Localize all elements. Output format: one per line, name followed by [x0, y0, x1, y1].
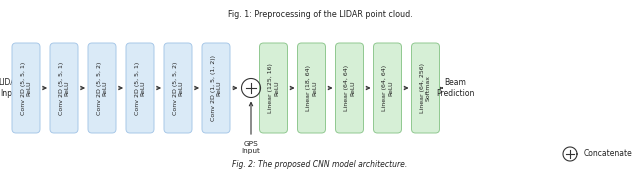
Text: Linear (64, 64)
ReLU: Linear (64, 64) ReLU: [382, 65, 393, 111]
Text: Linear (64, 256)
Softmax: Linear (64, 256) Softmax: [420, 63, 431, 113]
FancyBboxPatch shape: [412, 43, 440, 133]
FancyBboxPatch shape: [335, 43, 364, 133]
FancyBboxPatch shape: [259, 43, 287, 133]
FancyBboxPatch shape: [126, 43, 154, 133]
Text: Conv 2D (5, 5, 2)
ReLU: Conv 2D (5, 5, 2) ReLU: [173, 61, 184, 115]
Text: Fig. 2: The proposed CNN model architecture.: Fig. 2: The proposed CNN model architect…: [232, 160, 408, 169]
Text: Conv 2D (5, 5, 1)
ReLU: Conv 2D (5, 5, 1) ReLU: [58, 61, 70, 115]
Text: Conv 2D (5, 5, 1)
ReLU: Conv 2D (5, 5, 1) ReLU: [20, 61, 31, 115]
Text: Linear (125, 16)
ReLU: Linear (125, 16) ReLU: [268, 63, 279, 113]
FancyBboxPatch shape: [12, 43, 40, 133]
FancyBboxPatch shape: [374, 43, 401, 133]
FancyBboxPatch shape: [202, 43, 230, 133]
FancyBboxPatch shape: [164, 43, 192, 133]
Text: Conv 2D (1, 5, (1, 2))
ReLU: Conv 2D (1, 5, (1, 2)) ReLU: [211, 55, 221, 121]
Text: Conv 2D (5, 5, 1)
ReLU: Conv 2D (5, 5, 1) ReLU: [134, 61, 145, 115]
Text: LIDAR
Input: LIDAR Input: [0, 78, 21, 98]
Text: Beam
Prediction: Beam Prediction: [436, 78, 475, 98]
Text: Fig. 1: Preprocessing of the LIDAR point cloud.: Fig. 1: Preprocessing of the LIDAR point…: [228, 10, 412, 19]
FancyBboxPatch shape: [50, 43, 78, 133]
Text: Conv 2D (5, 5, 2)
ReLU: Conv 2D (5, 5, 2) ReLU: [97, 61, 108, 115]
Text: GPS
Input: GPS Input: [241, 141, 260, 154]
Text: Concatenate: Concatenate: [584, 149, 633, 159]
FancyBboxPatch shape: [88, 43, 116, 133]
Text: Linear (18, 64)
ReLU: Linear (18, 64) ReLU: [306, 65, 317, 111]
Text: Linear (64, 64)
ReLU: Linear (64, 64) ReLU: [344, 65, 355, 111]
FancyBboxPatch shape: [298, 43, 326, 133]
